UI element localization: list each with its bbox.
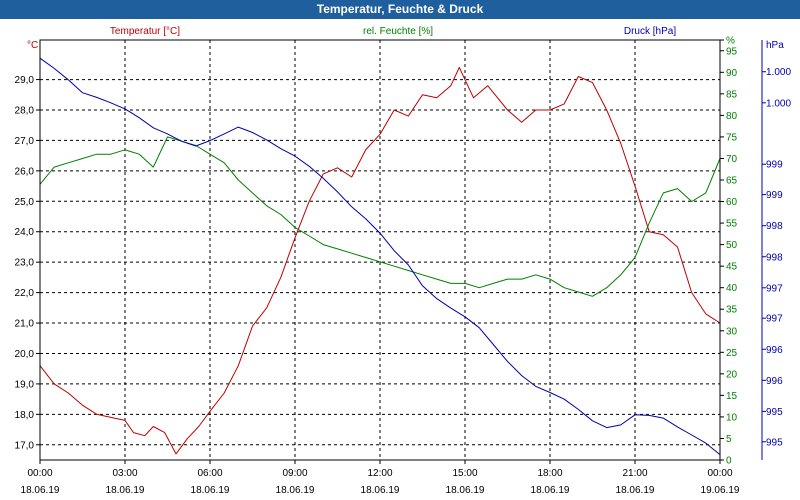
pressure-tick-label: 995 [766, 437, 783, 448]
humidity-tick-label: 80 [726, 111, 738, 122]
x-tick-time: 18:00 [537, 468, 562, 479]
chart-title: Temperatur, Feuchte & Druck [0, 0, 800, 19]
x-tick-date: 18.06.19 [191, 485, 230, 496]
x-tick-date: 18.06.19 [531, 485, 570, 496]
series-name-pressure: Druck [hPa] [624, 26, 676, 37]
x-tick-time: 03:00 [112, 468, 137, 479]
x-tick-time: 00:00 [707, 468, 732, 479]
temperature-tick-label: 18,0 [15, 410, 35, 421]
temperature-tick-label: 25,0 [15, 197, 35, 208]
x-tick-time: 09:00 [282, 468, 307, 479]
temperature-axis-ticks: 17,0 18,0 19,0 20,0 21,0 22,0 23,0 24,0 25,0 26,0… [15, 75, 40, 451]
pressure-tick-label: 999 [766, 160, 783, 171]
x-tick-time: 21:00 [622, 468, 647, 479]
temperature-tick-label: 23,0 [15, 258, 35, 269]
pressure-axis-ticks: 995 995 996 996 997 997 998 998 999 999 1.000 1.000 [762, 67, 791, 448]
humidity-axis-ticks: 0 5 10 15 20 25 30 35 40 45 50 55 60 65 70 75 80 85 90 95% [720, 36, 738, 467]
pressure-tick-label: 997 [766, 283, 783, 294]
humidity-tick-label: 45 [726, 262, 738, 273]
temperature-tick-label: 20,0 [15, 349, 35, 360]
temperature-tick-label: 28,0 [15, 106, 35, 117]
vertical-gridlines [124, 40, 636, 460]
pressure-tick-label: 999 [766, 190, 783, 201]
humidity-tick-label: 50 [726, 240, 738, 251]
x-tick-time: 15:00 [452, 468, 477, 479]
temperature-tick-label: 24,0 [15, 227, 35, 238]
temperature-tick-label: 17,0 [15, 440, 35, 451]
series-line-temperature [39, 66, 721, 455]
humidity-tick-label: 40 [726, 283, 738, 294]
temperature-tick-label: 21,0 [15, 319, 35, 330]
pressure-tick-label: 995 [766, 407, 783, 418]
x-tick-date: 18.06.19 [276, 485, 315, 496]
x-tick-time: 12:00 [367, 468, 392, 479]
temperature-tick-label: 19,0 [15, 379, 35, 390]
pressure-tick-label: 996 [766, 376, 783, 387]
x-tick-time: 06:00 [197, 468, 222, 479]
pressure-tick-label: 1.000 [766, 98, 791, 109]
series-name-temperature: Temperatur [°C] [110, 26, 180, 37]
humidity-tick-label: 90 [726, 68, 738, 79]
humidity-tick-label: 85 [726, 89, 738, 100]
temperature-tick-label: 26,0 [15, 166, 35, 177]
x-tick-date: 18.06.19 [21, 485, 60, 496]
series-line-humidity [39, 136, 721, 297]
humidity-tick-label: 60 [726, 197, 738, 208]
pressure-tick-label: 997 [766, 314, 783, 325]
humidity-tick-label: 65 [726, 176, 738, 187]
humidity-tick-label: 95 [726, 46, 738, 57]
x-axis-ticks: 00:00 18.06.19 03:00 18.06.19 06:00 18.06.19 0… [21, 460, 740, 496]
humidity-tick-label: 35 [726, 305, 738, 316]
humidity-tick-label: 20 [726, 369, 738, 380]
temperature-tick-label: 27,0 [15, 136, 35, 147]
temperature-tick-label: 29,0 [15, 75, 35, 86]
pressure-tick-label: 998 [766, 252, 783, 263]
humidity-tick-label: 10 [726, 412, 738, 423]
pressure-unit-label: hPa [766, 40, 784, 51]
x-tick-date: 18.06.19 [106, 485, 145, 496]
humidity-tick-label: 30 [726, 326, 738, 337]
temperature-unit-label: °C [27, 40, 38, 51]
pressure-tick-label: 996 [766, 345, 783, 356]
humidity-tick-label: 55 [726, 219, 738, 230]
x-tick-time: 00:00 [27, 468, 52, 479]
humidity-tick-label: % [726, 36, 735, 47]
humidity-tick-label: 0 [726, 456, 732, 467]
series-layer [39, 57, 721, 455]
humidity-tick-label: 25 [726, 348, 738, 359]
humidity-tick-label: 70 [726, 154, 738, 165]
temperature-tick-label: 22,0 [15, 288, 35, 299]
x-tick-date: 18.06.19 [616, 485, 655, 496]
x-tick-date: 19.06.19 [701, 485, 740, 496]
series-name-humidity: rel. Feuchte [%] [363, 26, 433, 37]
pressure-tick-label: 998 [766, 221, 783, 232]
x-tick-date: 18.06.19 [446, 485, 485, 496]
humidity-tick-label: 5 [726, 434, 732, 445]
x-tick-date: 18.06.19 [361, 485, 400, 496]
humidity-tick-label: 15 [726, 391, 738, 402]
series-line-pressure [39, 57, 721, 455]
pressure-tick-label: 1.000 [766, 67, 791, 78]
humidity-tick-label: 75 [726, 132, 738, 143]
